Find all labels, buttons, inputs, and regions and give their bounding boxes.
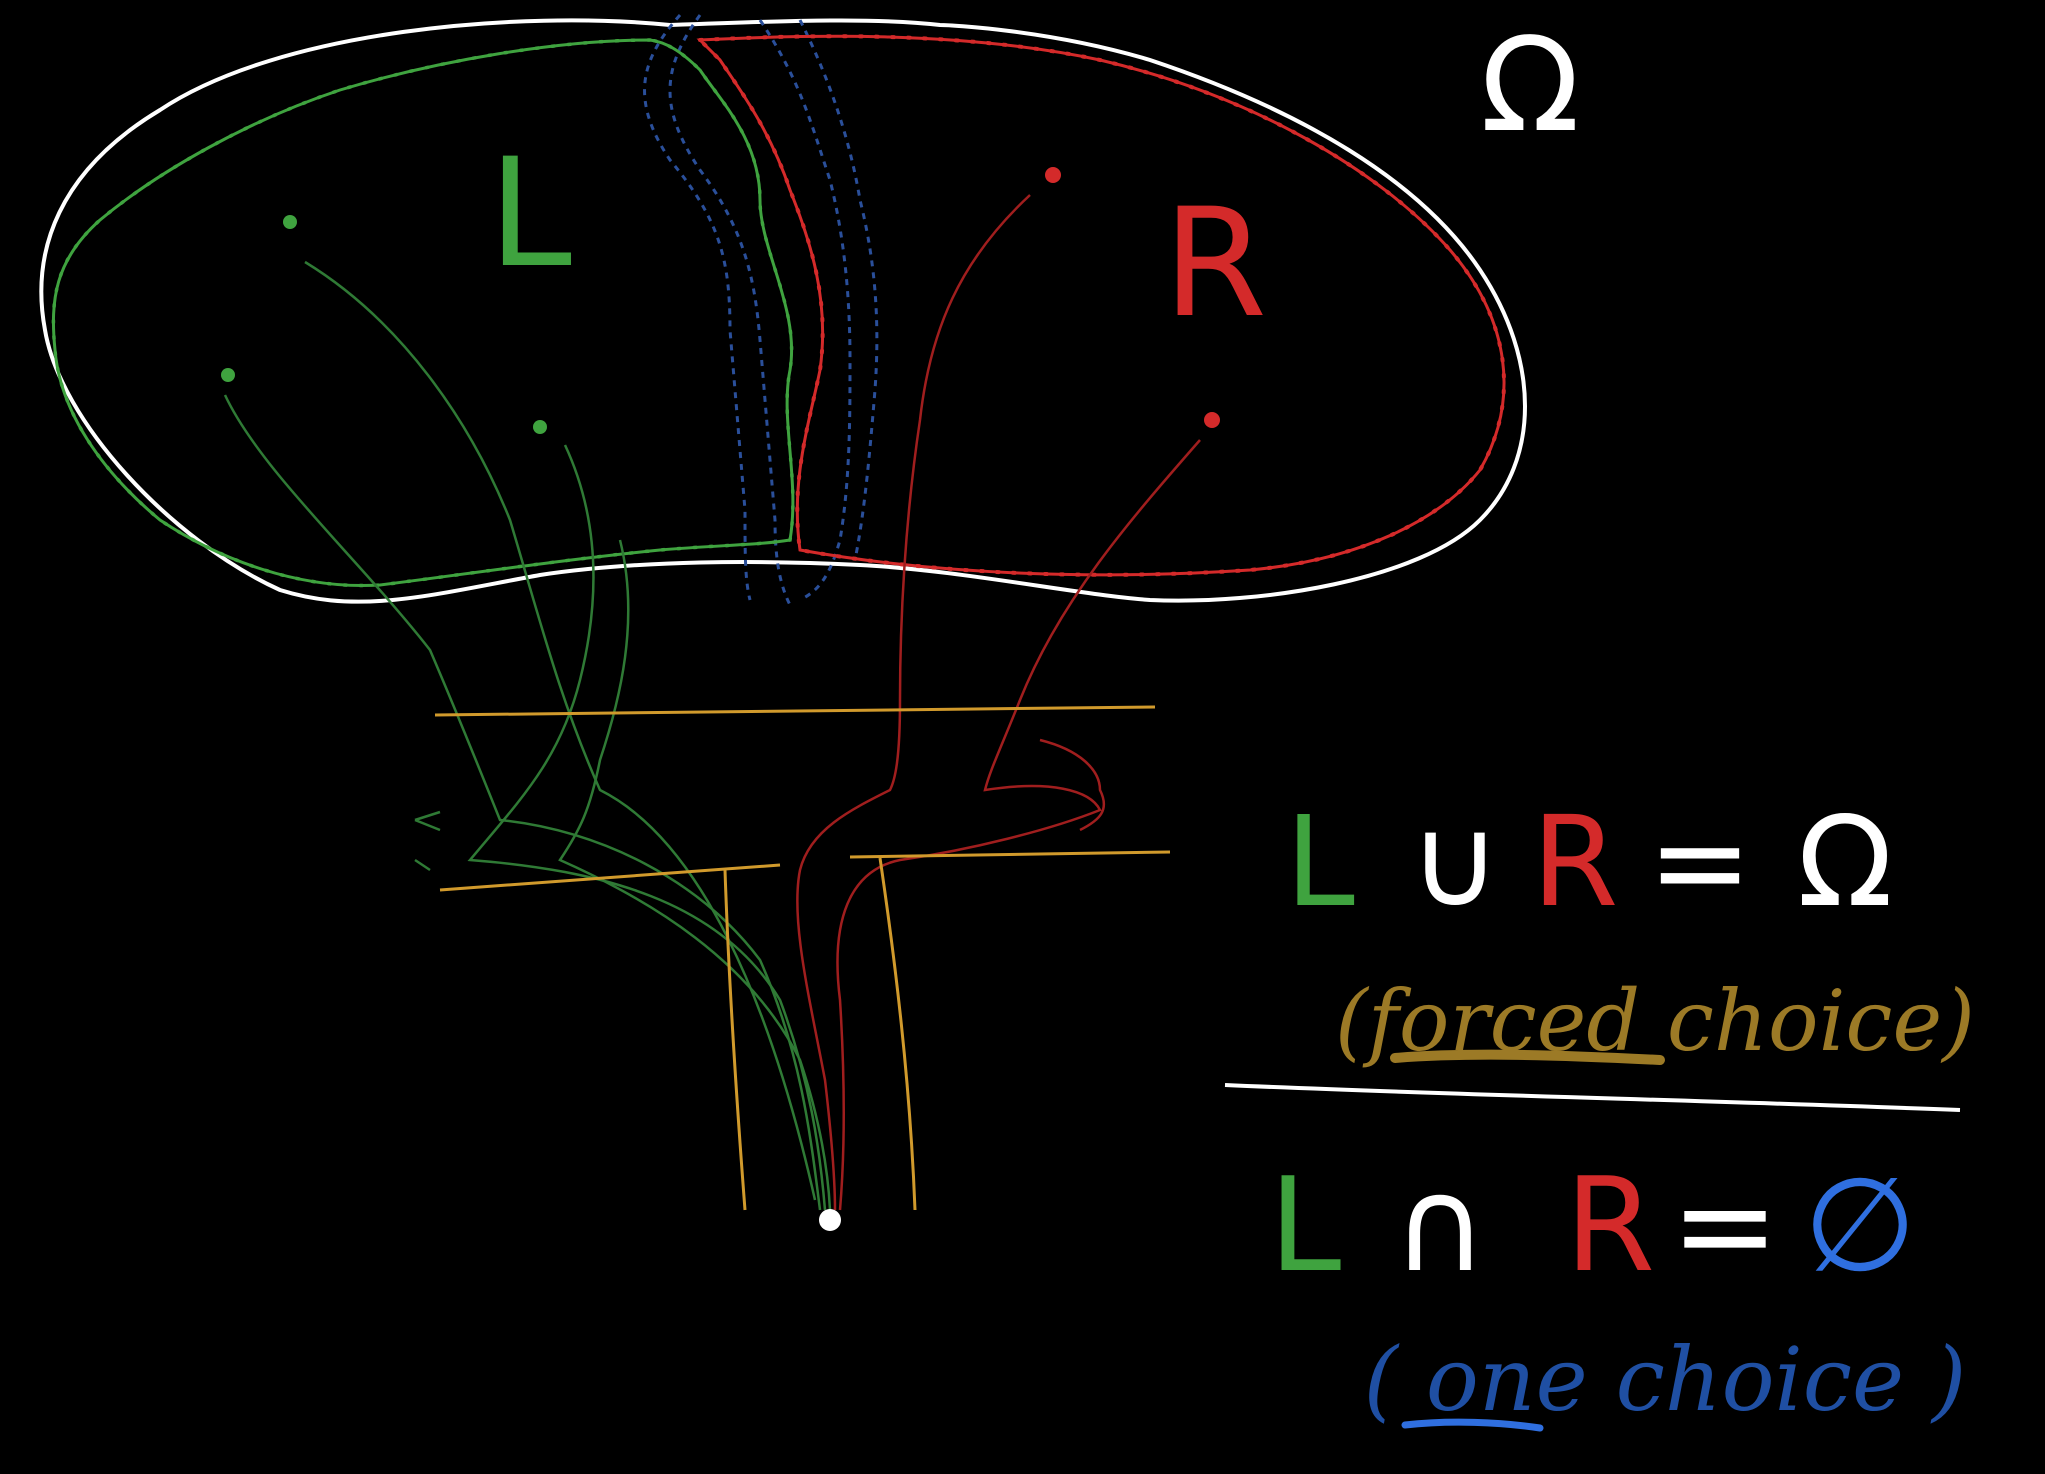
endpoint-dot	[819, 1209, 841, 1231]
intersection-eq-rhs: ∅	[1803, 1149, 1916, 1301]
junction-stem-right	[878, 857, 917, 1211]
red-paths	[796, 194, 1201, 1211]
union-eq-op: ∪	[1409, 790, 1501, 935]
junction-bottom-left-line	[439, 863, 781, 892]
intersection-eq-equals: =	[1671, 1149, 1780, 1301]
right-region-outline-curls	[695, 34, 1506, 577]
green-paths	[223, 260, 832, 1211]
intersection-eq-L: L	[1269, 1149, 1341, 1301]
red-point	[1204, 412, 1220, 428]
intersection-equation: L ∩ R = ∅	[1269, 1149, 1917, 1301]
red-path	[796, 194, 1031, 1211]
omega-label: Ω	[1480, 9, 1579, 161]
green-path	[223, 394, 822, 1211]
forced-underline	[1390, 1049, 1665, 1065]
omega-outline	[39, 18, 1527, 604]
one-underline	[1401, 1418, 1544, 1432]
green-point	[283, 215, 297, 229]
green-path	[558, 539, 832, 1211]
left-region-label: L	[488, 127, 572, 301]
green-point	[533, 420, 547, 434]
green-path	[414, 810, 441, 832]
union-eq-R: R	[1532, 790, 1619, 935]
junction-channel	[434, 705, 1171, 1211]
equation-separator	[1224, 1083, 1961, 1112]
green-path	[304, 260, 817, 1201]
right-region-label: R	[1163, 177, 1267, 351]
intersection-eq-op: ∩	[1392, 1149, 1487, 1301]
intersection-eq-R: R	[1565, 1149, 1655, 1301]
left-region-outline-line	[52, 38, 795, 588]
union-eq-L: L	[1285, 790, 1355, 935]
union-eq-equals: =	[1648, 790, 1753, 935]
green-point	[221, 368, 235, 382]
junction-top-line	[434, 705, 1156, 717]
one-choice-note: ( one choice )	[1364, 1328, 1967, 1431]
union-equation: L ∪ R = Ω	[1285, 790, 1893, 935]
red-path	[1039, 738, 1106, 832]
union-eq-rhs: Ω	[1797, 790, 1893, 935]
left-region-outline	[51, 38, 795, 588]
junction-bottom-right-line	[849, 850, 1171, 859]
red-point	[1045, 167, 1061, 183]
red-path	[836, 439, 1201, 1211]
junction-stem-left	[723, 869, 747, 1211]
green-path	[414, 858, 431, 872]
overlap-boundary	[643, 14, 879, 606]
green-path	[467, 444, 827, 1211]
